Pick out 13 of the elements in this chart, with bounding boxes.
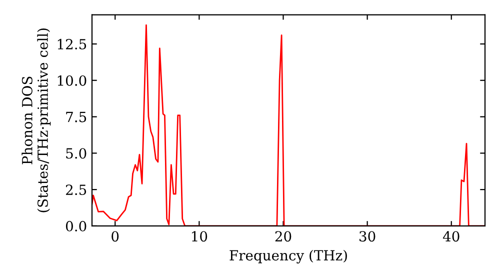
y-tick-label: 5.0 <box>66 148 86 159</box>
x-axis-title: Frequency (THz) <box>230 250 347 264</box>
y-tick-label: 0.0 <box>66 220 86 232</box>
y-axis-title: Phonon DOS (States/THz·primitive cell) <box>22 28 51 212</box>
y-tick-label: 7.5 <box>66 112 86 122</box>
x-tick-label: 0 <box>112 231 119 242</box>
x-tick-label: 10 <box>192 231 208 242</box>
y-tick-label: 12.5 <box>58 38 86 50</box>
y-tick-label: 10.0 <box>58 75 86 86</box>
x-tick-label: 20 <box>275 231 292 242</box>
x-tick-label: 40 <box>442 231 460 242</box>
y-tick-label: 2.5 <box>66 184 86 196</box>
x-tick-label: 30 <box>360 231 376 242</box>
